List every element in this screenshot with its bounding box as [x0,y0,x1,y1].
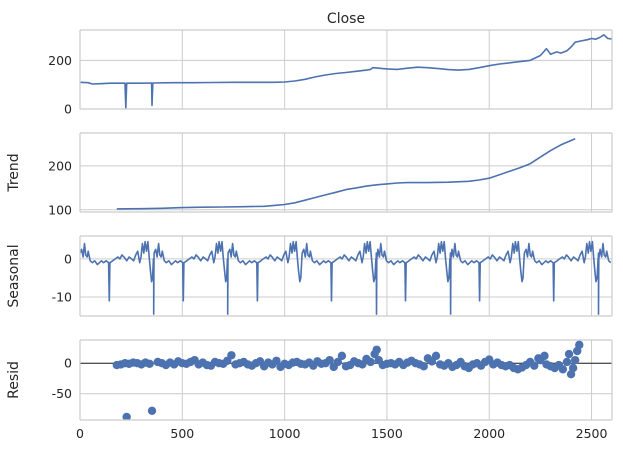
chart-title: Close [327,11,365,27]
y-tick-label: 100 [48,202,72,217]
resid-point [333,357,343,367]
panel-3: -10 0 Seasonal [6,235,613,317]
resid-point [431,351,441,361]
series-line [116,137,576,210]
y-axis-label: Trend [6,153,22,192]
x-tick-label: 0 [76,426,84,441]
x-tick-label: 2500 [576,426,608,441]
panel-4: -50 0 Resid 0 500 1000 1500 2000 2500 [6,339,613,441]
x-tick-label: 1000 [269,426,301,441]
resid-point [122,412,131,420]
resid-point [575,340,584,350]
y-tick-label: 0 [64,251,72,266]
resid-point [562,357,572,367]
plot-area [80,34,612,109]
resid-point [272,356,281,365]
y-tick-label: 0 [64,102,72,117]
resid-point [372,345,381,354]
plot-area [80,240,612,315]
panel-2: 100 200 Trend [6,132,613,217]
x-tick-label: 2000 [473,426,505,441]
resid-point [227,351,236,360]
y-tick-label: -10 [52,289,72,304]
resid-point [558,365,568,374]
panel-1: 0 200 [48,29,613,117]
x-tick-label: 500 [170,426,194,441]
resid-point [568,363,578,373]
resid-point [419,362,428,371]
plot-area [116,137,576,210]
resid-point [540,351,549,361]
series-line [80,240,612,315]
resid-point [147,406,157,416]
resid-point [325,355,334,365]
resid-point [337,351,347,361]
series-line [80,34,612,109]
y-axis-label: Resid [6,361,22,399]
x-tick-label: 1500 [371,426,403,441]
resid-point [366,357,375,367]
resid-point [570,355,580,365]
y-tick-label: 200 [48,53,72,68]
y-tick-label: 0 [64,356,72,371]
panels: 0 200 100 200 Trend -10 0 Seasonal -50 0 Resid 0 500… [6,29,613,441]
y-tick-label: -50 [52,386,72,401]
resid-point [530,361,539,370]
resid-point [145,359,154,369]
y-axis-label: Seasonal [6,244,22,307]
resid-point [564,349,574,359]
plot-area [80,340,612,420]
y-tick-label: 200 [48,158,72,173]
